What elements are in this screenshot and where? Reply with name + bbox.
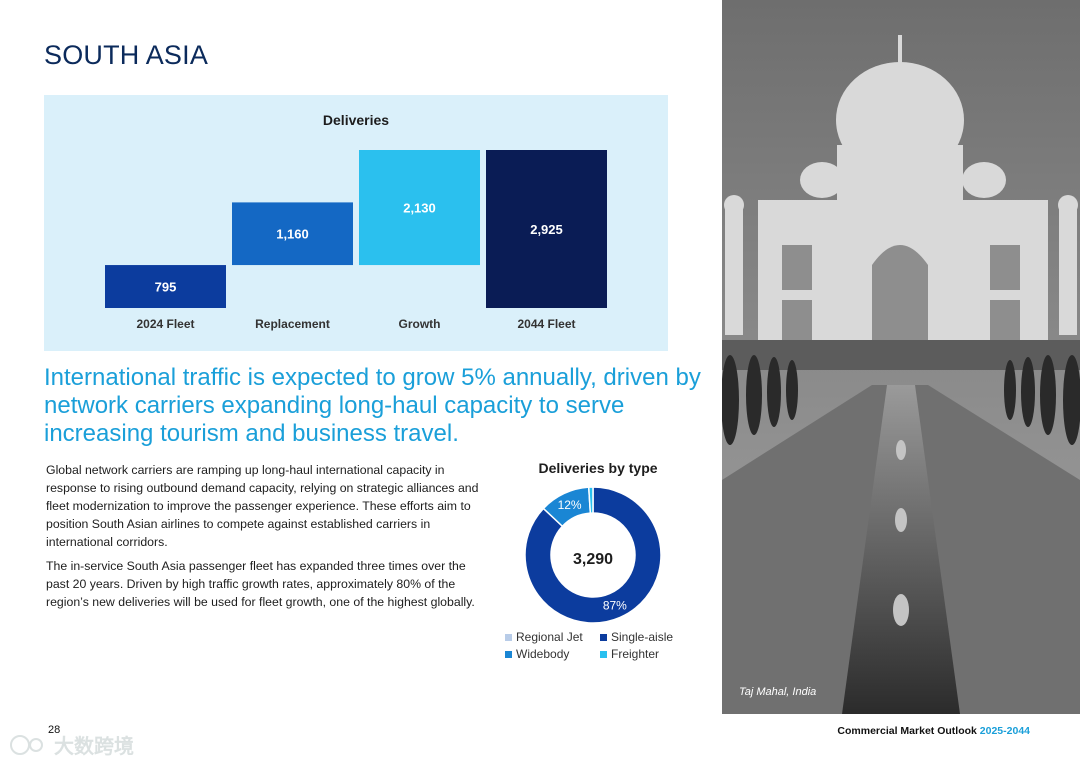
legend-item: Single-aisle [600, 630, 695, 644]
body-text: Global network carriers are ramping up l… [46, 461, 486, 617]
taj-mahal-illustration [722, 0, 1080, 714]
page-number: 28 [48, 724, 61, 736]
watermark-text: 大数跨境 [54, 736, 134, 758]
slice-freighter [587, 486, 594, 514]
legend-label: Regional Jet [516, 630, 583, 644]
deliveries-bar-chart: Deliveries 795 2024 Fleet 1,160 Replacement… [105, 112, 607, 331]
bar-value-label: 2,925 [530, 222, 563, 237]
bar-value-label: 1,160 [276, 227, 309, 242]
category-tick-label: Growth [399, 317, 441, 331]
category-tick-label: Replacement [255, 317, 330, 331]
footer: Commercial Market Outlook 2025-2044 [837, 725, 1030, 737]
legend-swatch [505, 633, 512, 641]
donut-title: Deliveries by type [538, 460, 658, 476]
deliveries-chart-panel: Deliveries 795 2024 Fleet 1,160 Replacement… [44, 95, 668, 351]
legend-label: Freighter [611, 647, 660, 661]
watermark: 大数跨境 [8, 730, 134, 759]
legend-item: Widebody [505, 647, 600, 661]
bar-value-label: 795 [155, 280, 177, 295]
legend-item: Regional Jet [505, 630, 600, 644]
slice-single-aisle [524, 486, 662, 624]
legend-item: Freighter [600, 647, 695, 661]
bar-value-label: 2,130 [403, 201, 436, 216]
legend-label: Single-aisle [611, 630, 674, 644]
category-tick-label: 2024 Fleet [136, 317, 194, 331]
legend-label: Widebody [516, 647, 570, 661]
footer-title: Commercial Market Outlook [837, 725, 977, 737]
photo-caption: Taj Mahal, India [739, 686, 817, 698]
bar-replacement [232, 202, 353, 266]
chart-title: Deliveries [323, 112, 389, 128]
slice-label: 87% [603, 598, 627, 612]
paragraph-1: Global network carriers are ramping up l… [46, 463, 479, 549]
slice-label: 12% [558, 498, 582, 512]
donut-center-label: 3,290 [573, 551, 613, 568]
watermark-logo-icon [10, 734, 43, 755]
headline: International traffic is expected to gro… [44, 364, 701, 447]
legend-swatch [505, 650, 512, 658]
bar-growth [359, 150, 480, 266]
footer-years: 2025-2044 [979, 725, 1030, 737]
legend-swatch [600, 633, 607, 641]
bar-2024-fleet [105, 265, 226, 308]
deliveries-by-type-donut: 87% 12% 3,290 [524, 486, 662, 624]
region-title: SOUTH ASIA [44, 40, 209, 70]
legend-swatch [600, 650, 607, 658]
taj-mahal-photo [722, 0, 1080, 714]
paragraph-2: The in-service South Asia passenger flee… [46, 559, 475, 609]
bar-2044-fleet [486, 150, 607, 308]
category-tick-label: 2044 Fleet [517, 317, 575, 331]
donut-legend: Regional Jet Single-aisle Widebody Freighte… [505, 630, 695, 661]
